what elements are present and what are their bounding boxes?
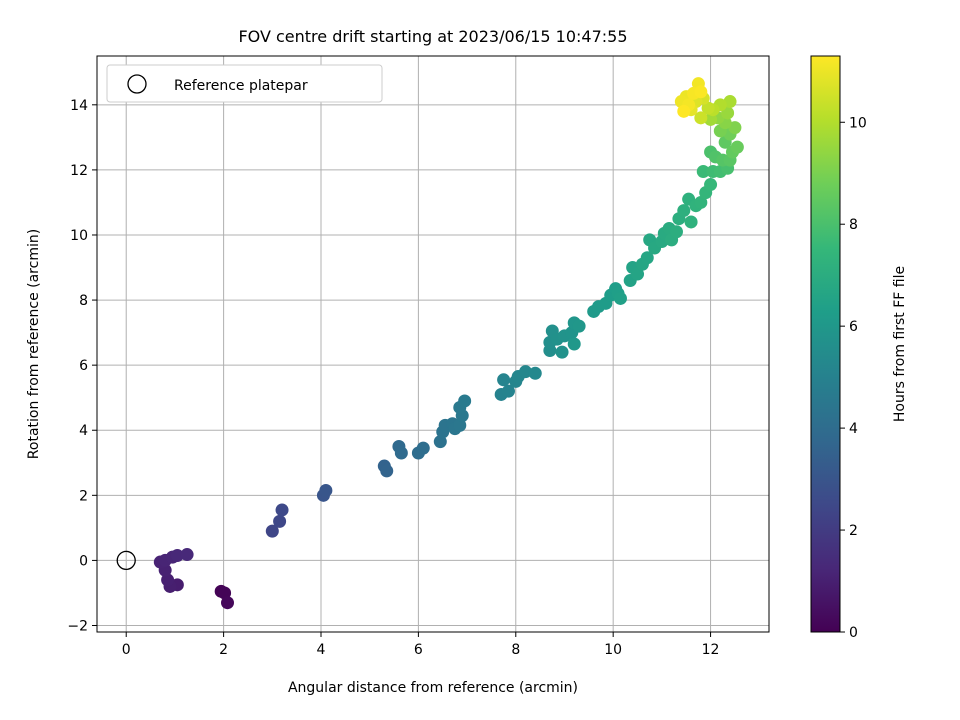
data-point — [273, 514, 287, 528]
data-point — [677, 204, 691, 218]
data-point — [380, 464, 394, 478]
data-point — [728, 121, 742, 135]
data-point — [170, 549, 184, 563]
colorbar-gradient — [811, 56, 840, 632]
data-point — [669, 225, 683, 239]
data-point — [555, 345, 569, 359]
legend-reference-marker — [127, 74, 147, 94]
data-point — [497, 373, 511, 387]
data-point — [319, 483, 333, 497]
data-point — [265, 524, 279, 538]
data-point — [394, 446, 408, 460]
x-axis-ticks: 0 2 4 6 8 10 12 — [122, 632, 720, 658]
data-point — [684, 215, 698, 229]
data-point — [416, 441, 430, 455]
y-tick-label: 2 — [79, 488, 88, 504]
legend-label: Reference platepar — [174, 78, 308, 94]
data-point — [701, 101, 715, 115]
colorbar-label: Hours from first FF file — [892, 266, 908, 422]
x-axis-label: Angular distance from reference (arcmin) — [288, 680, 578, 696]
data-point — [453, 418, 467, 432]
y-tick-label: −2 — [67, 618, 88, 634]
data-point — [694, 111, 708, 125]
data-point — [613, 291, 627, 305]
data-point — [730, 140, 744, 154]
colorbar-ticks: 0 2 4 6 8 10 — [840, 115, 867, 641]
grid-lines — [97, 56, 769, 632]
y-tick-label: 6 — [79, 358, 88, 374]
data-point — [631, 267, 645, 281]
reference-marker — [116, 550, 136, 571]
data-point — [704, 178, 718, 192]
y-axis-label: Rotation from reference (arcmin) — [26, 229, 42, 459]
legend: Reference platepar — [106, 64, 383, 103]
data-point — [528, 366, 542, 380]
x-tick-label: 0 — [122, 642, 131, 658]
data-point — [161, 573, 175, 587]
colorbar: 0 2 4 6 8 10 Hours from first FF file — [810, 55, 908, 641]
data-point — [221, 596, 235, 610]
y-tick-label: 0 — [79, 553, 88, 569]
data-point — [677, 104, 691, 118]
y-tick-label: 12 — [70, 163, 88, 179]
data-point — [640, 251, 654, 265]
legend-box — [106, 64, 383, 103]
colorbar-frame — [810, 55, 841, 633]
x-tick-label: 6 — [414, 642, 423, 658]
data-point — [519, 365, 533, 379]
data-point — [501, 384, 515, 398]
data-point — [694, 195, 708, 209]
y-axis-ticks: −2 0 2 4 6 8 10 12 14 — [67, 98, 97, 634]
y-tick-label: 10 — [70, 228, 88, 244]
x-tick-label: 12 — [702, 642, 720, 658]
data-point — [218, 586, 232, 600]
data-point — [180, 548, 194, 562]
data-points — [153, 77, 744, 610]
data-point — [458, 394, 472, 408]
plot-frame — [96, 55, 770, 633]
data-point — [433, 435, 447, 449]
colorbar-tick-label: 2 — [849, 523, 858, 539]
colorbar-tick-label: 0 — [849, 625, 858, 641]
data-point — [704, 112, 718, 126]
data-point — [696, 165, 710, 179]
colorbar-tick-label: 8 — [849, 217, 858, 233]
colorbar-tick-label: 6 — [849, 319, 858, 335]
colorbar-tick-label: 10 — [849, 115, 867, 131]
y-tick-label: 4 — [79, 423, 88, 439]
chart-title: FOV centre drift starting at 2023/06/15 … — [238, 27, 627, 46]
data-point — [275, 503, 289, 517]
x-tick-label: 8 — [511, 642, 520, 658]
colorbar-tick-label: 4 — [849, 421, 858, 437]
x-tick-label: 4 — [317, 642, 326, 658]
data-point — [694, 85, 708, 99]
x-tick-label: 10 — [604, 642, 622, 658]
x-tick-label: 2 — [219, 642, 228, 658]
data-point — [567, 337, 581, 351]
data-point — [572, 319, 586, 333]
y-tick-label: 14 — [70, 98, 88, 114]
y-tick-label: 8 — [79, 293, 88, 309]
